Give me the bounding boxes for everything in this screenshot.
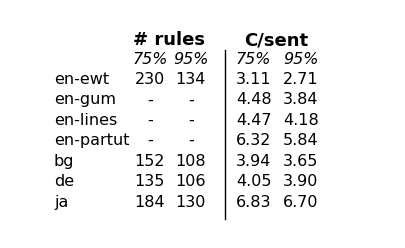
Text: 95%: 95% bbox=[173, 52, 208, 67]
Text: 75%: 75% bbox=[132, 52, 167, 67]
Text: 106: 106 bbox=[175, 174, 205, 189]
Text: 3.90: 3.90 bbox=[283, 174, 318, 189]
Text: 130: 130 bbox=[175, 194, 205, 210]
Text: 4.48: 4.48 bbox=[235, 92, 271, 107]
Text: 2.71: 2.71 bbox=[282, 72, 318, 87]
Text: 4.18: 4.18 bbox=[282, 113, 318, 128]
Text: -: - bbox=[188, 92, 193, 107]
Text: 4.47: 4.47 bbox=[235, 113, 271, 128]
Text: 75%: 75% bbox=[235, 52, 271, 67]
Text: # rules: # rules bbox=[132, 31, 204, 49]
Text: -: - bbox=[188, 133, 193, 148]
Text: ja: ja bbox=[54, 194, 68, 210]
Text: en-gum: en-gum bbox=[54, 92, 115, 107]
Text: 95%: 95% bbox=[282, 52, 318, 67]
Text: de: de bbox=[54, 174, 74, 189]
Text: 6.70: 6.70 bbox=[282, 194, 318, 210]
Text: 3.65: 3.65 bbox=[283, 154, 318, 169]
Text: 184: 184 bbox=[134, 194, 165, 210]
Text: C/sent: C/sent bbox=[243, 31, 307, 49]
Text: 3.84: 3.84 bbox=[282, 92, 318, 107]
Text: 134: 134 bbox=[175, 72, 205, 87]
Text: en-lines: en-lines bbox=[54, 113, 117, 128]
Text: bg: bg bbox=[54, 154, 74, 169]
Text: -: - bbox=[147, 133, 152, 148]
Text: en-ewt: en-ewt bbox=[54, 72, 109, 87]
Text: 6.32: 6.32 bbox=[235, 133, 271, 148]
Text: 108: 108 bbox=[175, 154, 206, 169]
Text: 5.84: 5.84 bbox=[282, 133, 318, 148]
Text: 230: 230 bbox=[134, 72, 164, 87]
Text: 3.94: 3.94 bbox=[235, 154, 271, 169]
Text: 152: 152 bbox=[134, 154, 165, 169]
Text: 6.83: 6.83 bbox=[235, 194, 271, 210]
Text: -: - bbox=[188, 113, 193, 128]
Text: en-partut: en-partut bbox=[54, 133, 129, 148]
Text: 3.11: 3.11 bbox=[235, 72, 271, 87]
Text: 135: 135 bbox=[134, 174, 165, 189]
Text: -: - bbox=[147, 113, 152, 128]
Text: 4.05: 4.05 bbox=[235, 174, 271, 189]
Text: -: - bbox=[147, 92, 152, 107]
